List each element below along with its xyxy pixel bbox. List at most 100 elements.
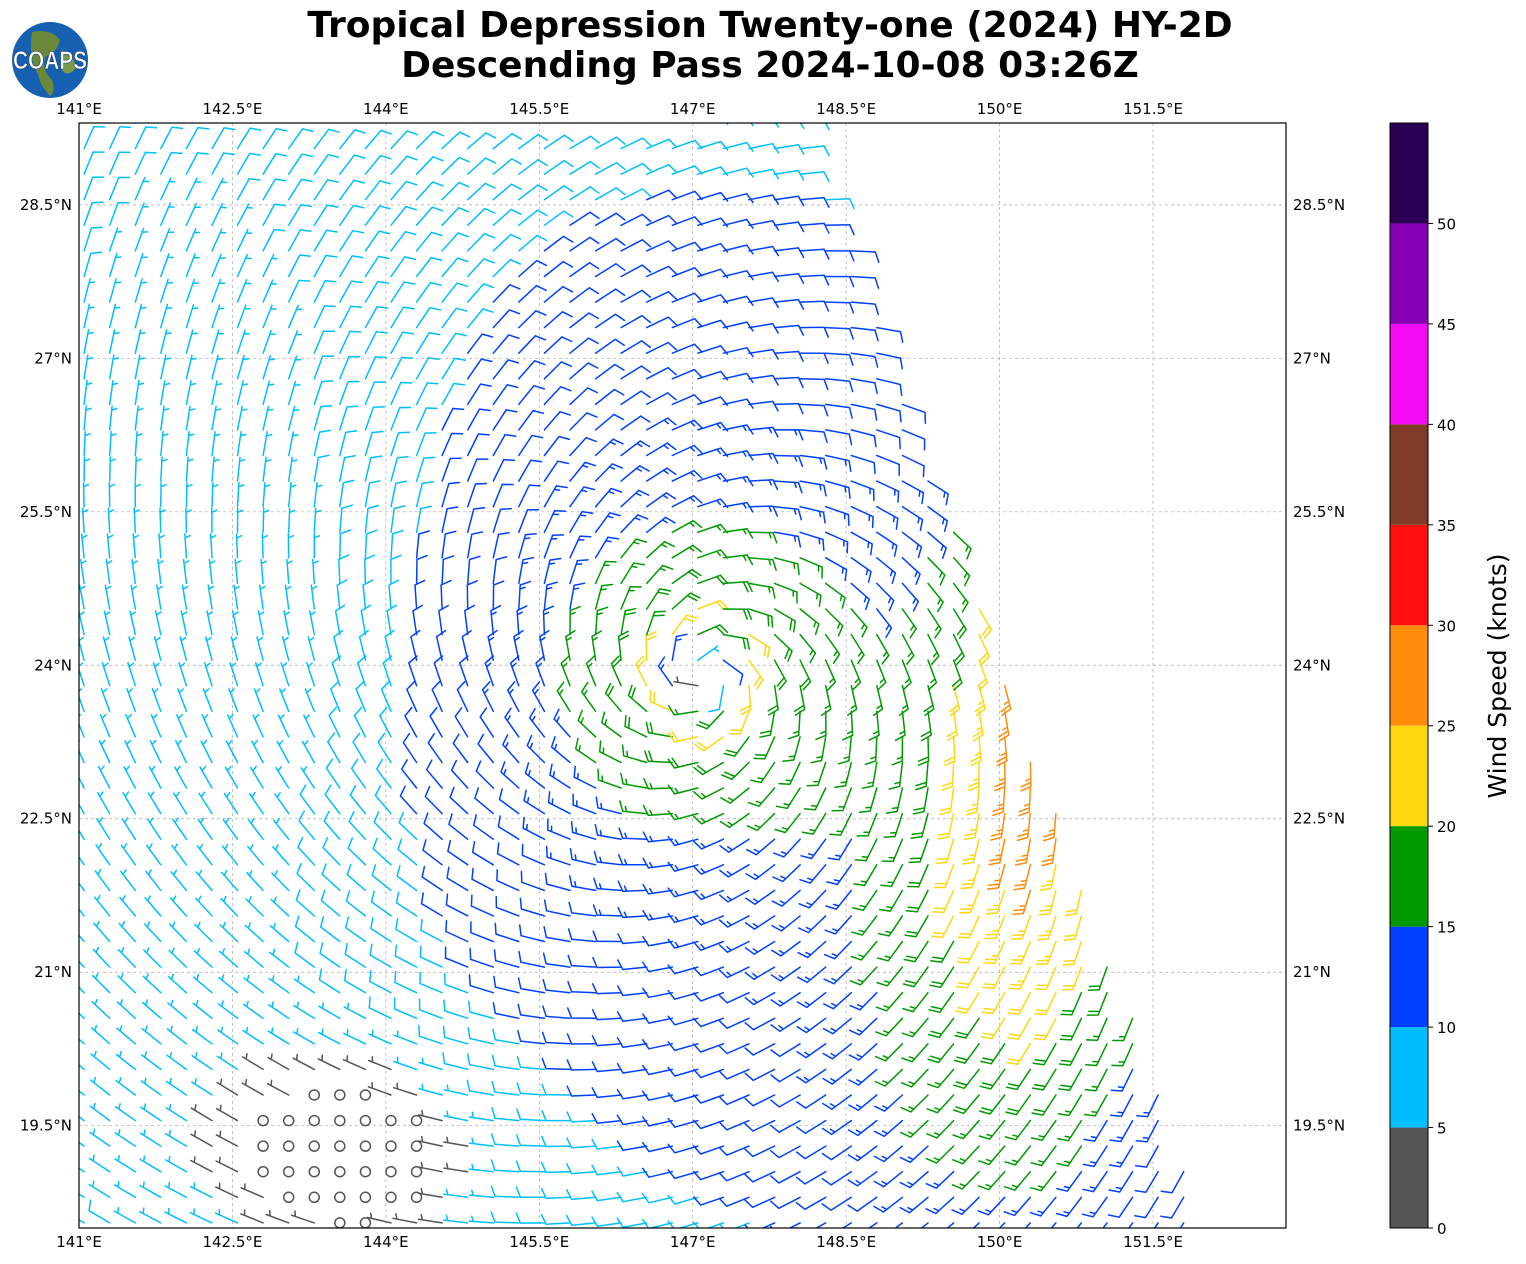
wind-barb [415,505,432,534]
wind-barb [343,1002,367,1020]
wind-barb [517,1003,546,1020]
wind-barb [379,706,392,738]
wind-barb [810,736,827,764]
wind-barb [80,533,88,559]
wind-barb [773,376,804,389]
wind-barb [134,405,144,431]
wind-barb [773,582,798,604]
wind-barb [834,761,853,789]
wind-barb [355,680,367,713]
wind-barb [644,750,674,764]
wind-barb [749,761,776,784]
wind-barb [160,227,175,252]
wind-barb [321,863,341,892]
wind-barb [932,889,955,914]
wind-barb [466,1053,495,1071]
wind-barb [127,662,137,687]
colorbar-bin [1390,223,1428,324]
wind-barb [1018,787,1032,817]
wind-barb [500,761,520,789]
wind-barb [616,1217,648,1228]
wind-barb [211,177,228,201]
wind-barb [83,456,91,482]
wind-barb [506,681,520,713]
wind-barb [470,921,495,943]
wind-barb [441,530,457,559]
wind-barb [692,991,725,1002]
wind-barb [1050,1222,1057,1228]
wind-barb [179,636,188,661]
wind-barb [744,1094,776,1107]
wind-barb [171,843,188,866]
wind-barb [748,478,779,491]
wind-barb [83,430,91,457]
wind-barb [820,684,832,716]
wind-barb [144,895,162,917]
wind-barb [823,991,853,1010]
wind-barb [978,1094,1006,1115]
wind-barb [120,843,137,866]
wind-barb [477,733,495,764]
wind-barb [901,1043,929,1063]
wind-barb [824,659,837,691]
wind-barb [295,889,316,917]
wind-barb [466,182,496,201]
wind-barb [468,1189,495,1199]
wind-barb [979,1068,1006,1090]
wind-barb [323,810,341,840]
wind-barb [115,1050,137,1071]
wind-barb [236,380,249,406]
wind-barb [97,791,111,815]
wind-barb [824,633,841,664]
wind-barb [796,991,827,1009]
wind-barb [722,270,754,281]
wind-barb [617,985,648,997]
wind-barb [799,659,812,691]
wind-barb [667,731,699,743]
wind-barb [134,227,149,252]
wind-barb [927,531,947,559]
wind-barb [441,407,465,431]
lon-tick-label-bottom: 141°E [56,1233,102,1251]
wind-barb [542,1005,571,1020]
wind-barb [364,430,384,457]
wind-barb [287,355,302,380]
wind-barb [468,1137,495,1147]
wind-barb [368,1029,392,1045]
wind-barb [1011,889,1032,916]
wind-barb [218,948,239,968]
wind-barb [433,655,444,687]
wind-barb [518,209,548,227]
wind-barb [876,557,897,585]
wind-barb [1032,1043,1057,1066]
wind-barb [620,137,652,150]
wind-barb [774,812,801,834]
wind-barb [744,991,776,1006]
wind-barb [635,655,648,687]
wind-barb [347,837,367,866]
wind-barb [173,791,188,815]
wind-barb [799,531,825,551]
wind-barb [719,838,750,853]
wind-barb [543,185,574,201]
wind-barb [1009,940,1032,965]
wind-barb [567,954,597,968]
wind-barb [667,887,699,898]
colorbar-bin [1390,323,1428,425]
wind-barb [1029,1196,1057,1217]
wind-barb [645,721,674,738]
wind-barb [565,1214,597,1226]
wind-barb [799,864,827,884]
wind-barb [667,1194,699,1205]
wind-barb [185,481,193,508]
wind-barb [773,221,805,233]
wind-barb [216,1052,239,1071]
wind-barb [233,584,240,610]
wind-barb [364,356,387,380]
colorbar-bin [1390,424,1428,525]
wind-barb [516,1056,546,1071]
wind-barb [770,991,801,1007]
wind-barb [88,1180,111,1199]
wind-barb [1085,1043,1108,1067]
wind-barb [518,310,547,329]
